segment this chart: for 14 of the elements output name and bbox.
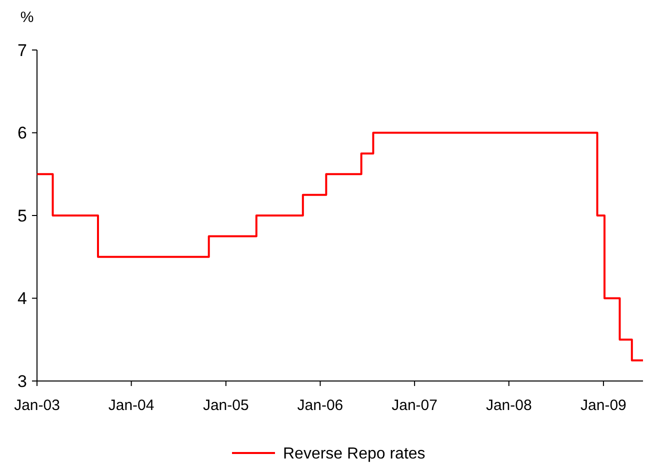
y-axis-title: % [20,9,34,26]
y-tick-label: 4 [18,289,27,308]
legend-label: Reverse Repo rates [283,446,426,463]
x-tick-label: Jan-05 [202,397,249,414]
x-tick-label: Jan-09 [580,397,626,414]
x-tick-label: Jan-08 [486,397,532,414]
x-tick-label: Jan-04 [108,397,154,414]
y-tick-label: 3 [18,372,27,391]
x-tick-label: Jan-03 [14,397,60,414]
y-tick-label: 7 [18,40,27,60]
x-tick-label: Jan-07 [392,397,438,414]
y-tick-label: 5 [18,206,27,226]
x-tick-label: Jan-06 [297,397,344,414]
y-tick-label: 6 [18,124,27,143]
